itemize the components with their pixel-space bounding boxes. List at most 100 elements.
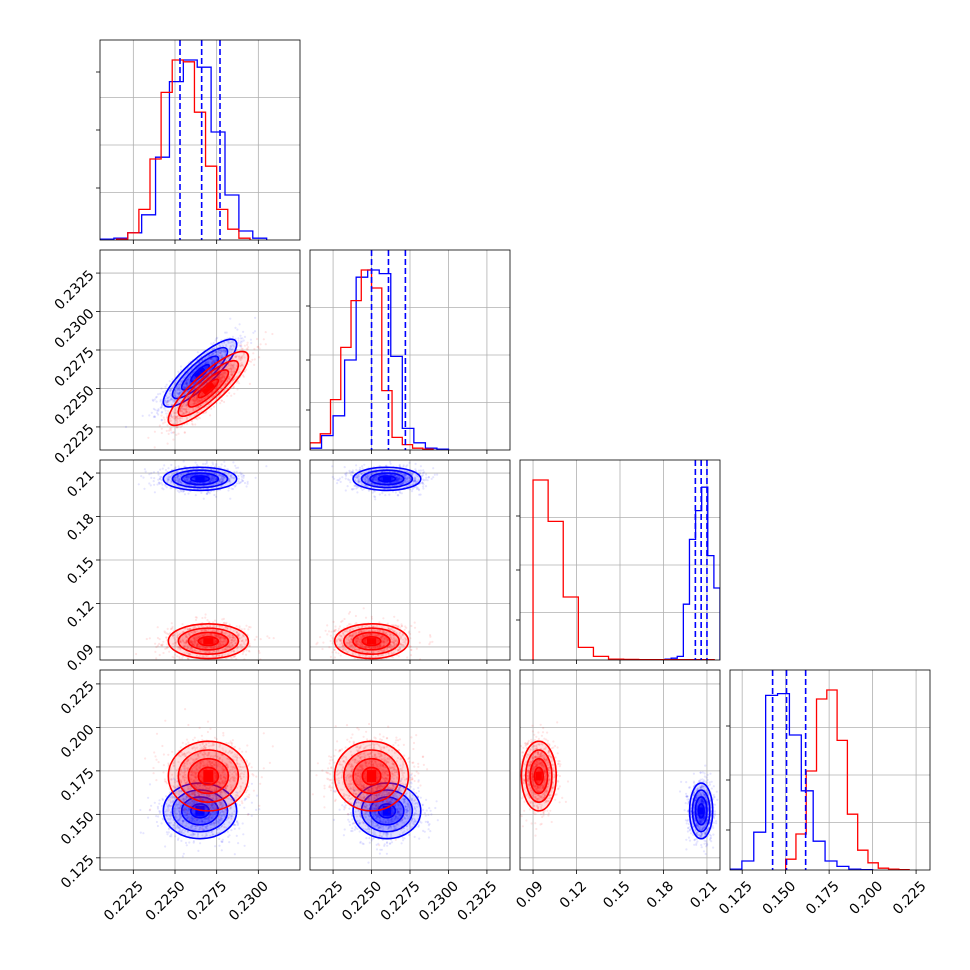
scatter-point: [153, 430, 156, 433]
scatter-point: [160, 476, 163, 479]
scatter-point: [197, 482, 200, 485]
scatter-point: [231, 366, 234, 369]
scatter-point: [168, 392, 171, 395]
scatter-point: [202, 634, 205, 637]
scatter-point: [214, 388, 217, 391]
scatter-point: [177, 370, 180, 373]
scatter-point: [237, 480, 240, 483]
scatter-point: [242, 352, 246, 355]
scatter-point: [226, 340, 229, 343]
scatter-point: [194, 393, 197, 396]
scatter-point: [222, 375, 225, 378]
scatter-point: [203, 378, 206, 381]
scatter-point: [194, 397, 197, 400]
scatter-point: [191, 398, 194, 401]
scatter-point: [173, 411, 176, 414]
scatter-point: [148, 637, 151, 640]
scatter-point: [187, 382, 190, 385]
scatter-point: [171, 404, 174, 407]
scatter-point: [217, 376, 220, 379]
scatter-point: [239, 364, 242, 367]
scatter-point: [124, 425, 128, 429]
scatter-point: [153, 446, 156, 449]
scatter-point: [210, 392, 213, 395]
scatter-point: [226, 380, 229, 383]
scatter-point: [170, 431, 173, 434]
scatter-point: [228, 479, 231, 482]
scatter-point: [153, 477, 156, 480]
scatter-point: [177, 480, 180, 483]
scatter-point: [206, 619, 209, 622]
scatter-point: [187, 471, 190, 474]
scatter-point: [246, 482, 249, 485]
scatter-point: [191, 423, 194, 426]
scatter-point: [209, 368, 212, 371]
contour-red: [177, 359, 240, 417]
scatter-point: [174, 478, 177, 481]
scatter-point: [253, 363, 256, 366]
scatter-point: [229, 345, 232, 348]
scatter-point: [180, 413, 183, 416]
scatter-point: [194, 376, 197, 379]
scatter-point: [166, 477, 169, 480]
scatter-point: [188, 378, 191, 382]
scatter-point: [182, 412, 185, 416]
scatter-point: [198, 383, 201, 386]
scatter-point: [178, 385, 181, 388]
scatter-point: [218, 473, 221, 476]
scatter-point: [182, 403, 186, 406]
scatter-point: [230, 641, 233, 644]
scatter-point: [158, 477, 161, 480]
scatter-point: [183, 404, 186, 407]
scatter-point: [226, 468, 229, 471]
scatter-point: [167, 479, 170, 482]
scatter-point: [189, 374, 192, 377]
scatter-point: [165, 429, 168, 432]
scatter-point: [210, 483, 213, 487]
scatter-point: [177, 383, 180, 386]
scatter-point: [217, 375, 220, 378]
scatter-point: [179, 417, 182, 420]
scatter-point: [141, 414, 144, 417]
scatter-point: [248, 382, 251, 385]
scatter-point: [202, 384, 205, 387]
scatter-point: [209, 479, 212, 482]
scatter-point: [213, 360, 216, 363]
scatter-point: [214, 350, 217, 353]
scatter-point: [223, 349, 226, 352]
scatter-point: [232, 366, 235, 369]
scatter-point: [166, 646, 170, 649]
scatter-point: [166, 478, 170, 481]
scatter-point: [215, 495, 218, 498]
scatter-point: [213, 394, 216, 397]
scatter-point: [242, 650, 245, 654]
scatter-point: [180, 404, 183, 408]
scatter-point: [217, 469, 220, 472]
scatter-point: [245, 653, 248, 656]
scatter-point: [164, 409, 167, 412]
scatter-point: [156, 409, 159, 412]
scatter-point: [177, 479, 180, 482]
scatter-point: [220, 342, 223, 345]
scatter-point: [221, 379, 224, 382]
scatter-point: [163, 464, 166, 467]
scatter-point: [167, 432, 170, 435]
scatter-point: [230, 351, 233, 354]
scatter-point: [231, 363, 234, 366]
scatter-point: [210, 480, 213, 483]
scatter-point: [184, 380, 188, 383]
scatter-point: [220, 630, 223, 633]
scatter-point: [179, 408, 182, 411]
scatter-point: [220, 399, 223, 402]
scatter-point: [219, 352, 222, 355]
scatter-point: [226, 379, 229, 382]
scatter-point: [197, 470, 200, 473]
scatter-point: [221, 365, 224, 368]
scatter-point: [221, 359, 224, 362]
scatter-point: [211, 361, 214, 364]
scatter-point: [177, 393, 180, 396]
scatter-point: [242, 365, 245, 368]
scatter-point: [218, 344, 221, 347]
scatter-point: [185, 382, 188, 385]
scatter-point: [165, 401, 168, 404]
